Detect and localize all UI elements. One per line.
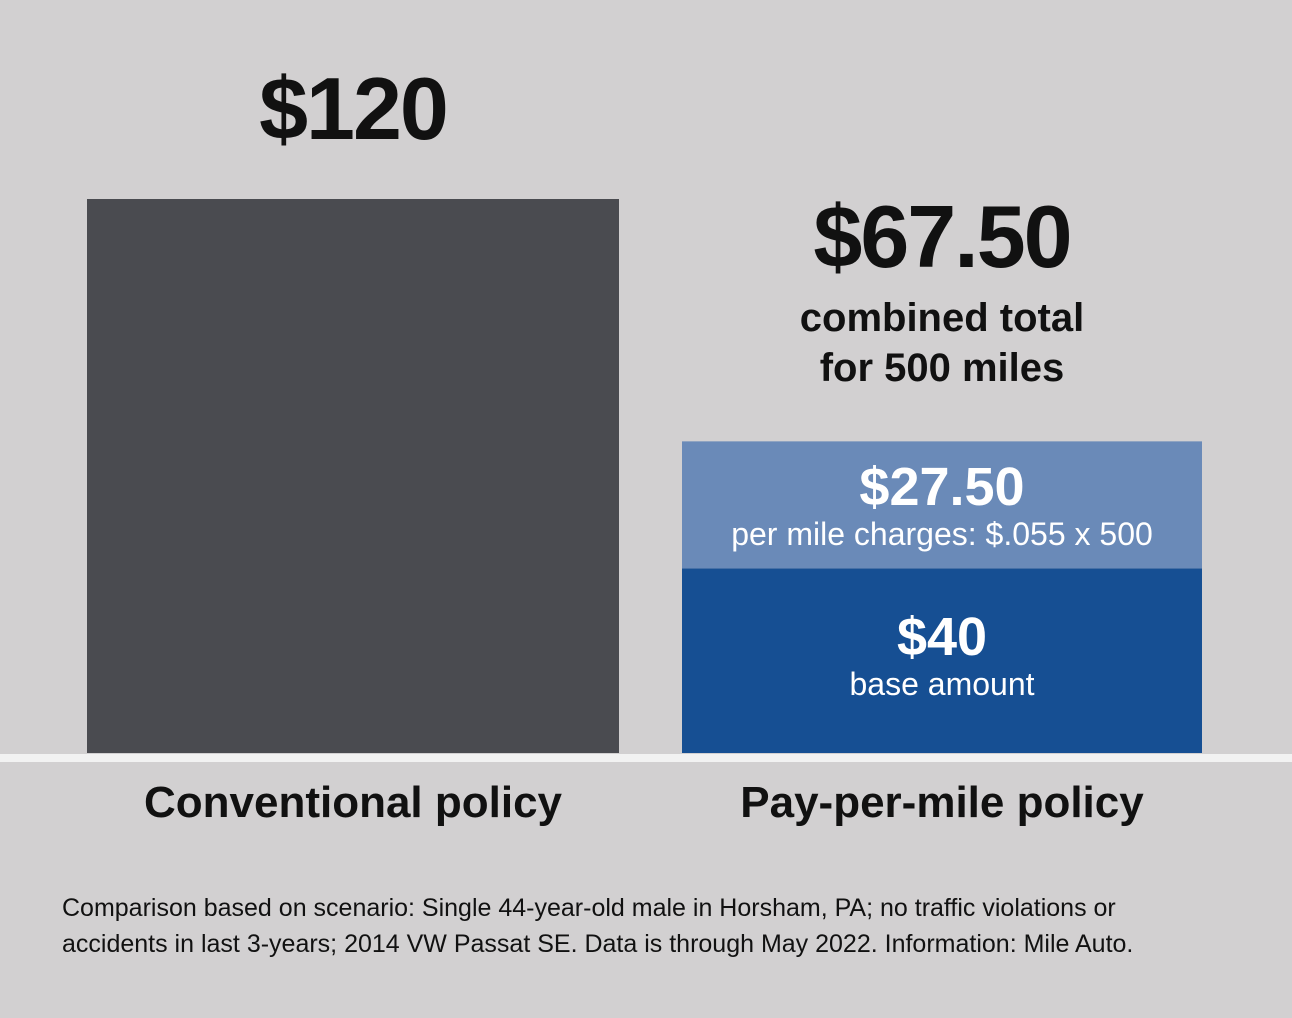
total-label-pay-per-mile: $67.50 bbox=[813, 187, 1072, 286]
total-label-conventional: $120 bbox=[259, 59, 449, 158]
total-caption-line-2: for 500 miles bbox=[819, 346, 1065, 390]
segment-label-per-mile: $27.50 bbox=[859, 457, 1025, 517]
baseline bbox=[0, 754, 1292, 762]
segment-caption-base: base amount bbox=[849, 666, 1035, 702]
footnote-line-1: Comparison based on scenario: Single 44-… bbox=[62, 894, 1116, 922]
bar-segment-0-0 bbox=[87, 199, 619, 753]
segment-caption-per-mile: per mile charges: $.055 x 500 bbox=[731, 516, 1153, 552]
category-label-conventional: Conventional policy bbox=[143, 778, 563, 827]
footnote-line-2: accidents in last 3-years; 2014 VW Passa… bbox=[62, 930, 1134, 958]
segment-label-base: $40 bbox=[896, 607, 988, 667]
category-label-pay-per-mile: Pay-per-mile policy bbox=[740, 778, 1144, 827]
total-caption-line-1: combined total bbox=[799, 296, 1085, 340]
bar-segment-1-0 bbox=[682, 568, 1202, 753]
footnote: Comparison based on scenario: Single 44-… bbox=[62, 890, 1262, 962]
bar-segment-1-1 bbox=[682, 441, 1202, 569]
